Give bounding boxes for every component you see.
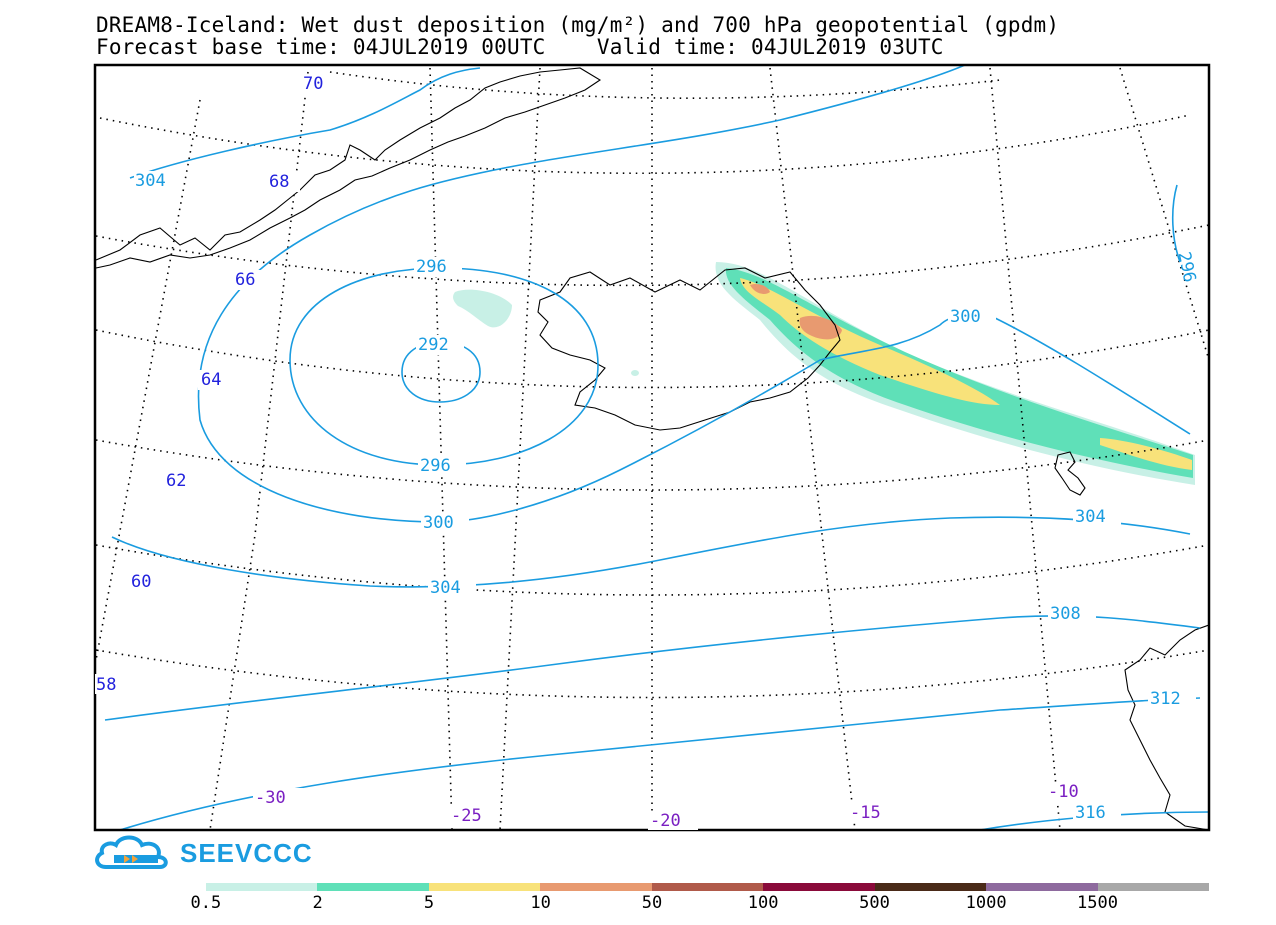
deposition-band-2 bbox=[725, 268, 1193, 478]
contour-312 bbox=[119, 697, 1201, 830]
contour-labels: 304 296 292 296 300 304 300 296 304 308 … bbox=[134, 171, 1199, 823]
contour-label-300-s: 300 bbox=[423, 513, 454, 533]
lat-label-60: 60 bbox=[131, 572, 151, 592]
deposition-plume bbox=[453, 262, 1195, 485]
legend-swatch bbox=[986, 883, 1099, 891]
iceland-coast bbox=[537, 267, 841, 431]
legend-swatch bbox=[317, 883, 430, 891]
legend-swatch bbox=[874, 883, 987, 891]
legend-swatch bbox=[206, 883, 318, 891]
legend-tick-label: 0.5 bbox=[190, 893, 222, 913]
legend-tick-label: 100 bbox=[747, 893, 779, 913]
scotland-coast bbox=[1124, 624, 1209, 830]
legend-tick-label: 2 bbox=[312, 893, 323, 913]
sea-ice-patch-small bbox=[631, 370, 639, 376]
lat-label-68: 68 bbox=[269, 172, 289, 192]
meridian-10 bbox=[989, 67, 1061, 830]
contour-304-south bbox=[111, 516, 1191, 588]
lon-label-20: -20 bbox=[650, 811, 681, 831]
legend-tick-label: 500 bbox=[859, 893, 890, 913]
legend-tick-label: 1500 bbox=[1077, 893, 1118, 913]
legend-tick-label: 1000 bbox=[965, 893, 1007, 913]
contour-label-304-e: 304 bbox=[1075, 507, 1106, 527]
legend-swatch bbox=[763, 883, 876, 891]
legend-swatch bbox=[651, 883, 764, 891]
latitude-labels: 70 68 66 64 62 60 58 bbox=[95, 74, 334, 695]
faroe-islands bbox=[1054, 451, 1086, 496]
contour-label-304-nw: 304 bbox=[135, 171, 166, 191]
lon-label-25: -25 bbox=[451, 806, 482, 826]
parallel-66 bbox=[95, 224, 1209, 287]
contour-296-inner bbox=[289, 267, 599, 466]
contour-304-west bbox=[129, 67, 481, 179]
legend-tick-label: 5 bbox=[423, 893, 435, 913]
contour-label-304-s: 304 bbox=[430, 578, 461, 598]
parallel-68 bbox=[99, 114, 1191, 175]
contour-label-296-e: 296 bbox=[1173, 250, 1199, 284]
lat-label-58: 58 bbox=[96, 675, 116, 695]
lon-label-10: -10 bbox=[1048, 782, 1079, 802]
lat-label-62: 62 bbox=[166, 471, 186, 491]
graticule bbox=[95, 67, 1209, 830]
lat-label-70: 70 bbox=[303, 74, 323, 94]
legend-tick-label: 50 bbox=[641, 893, 663, 913]
contour-label-292: 292 bbox=[418, 335, 449, 355]
title-line-2: Forecast base time: 04JUL2019 00UTC Vali… bbox=[96, 35, 944, 59]
logo-text: SEEVCCC bbox=[180, 838, 313, 868]
greenland-coast bbox=[95, 67, 602, 269]
contour-label-300-e: 300 bbox=[950, 307, 981, 327]
contour-308 bbox=[104, 615, 1201, 721]
parallel-64 bbox=[95, 329, 1209, 389]
meridian-15 bbox=[769, 67, 856, 830]
coastlines bbox=[95, 67, 1209, 830]
contour-label-296-n: 296 bbox=[416, 257, 447, 277]
legend-swatch bbox=[428, 883, 541, 891]
parallel-62 bbox=[95, 439, 1209, 491]
contour-300-inner bbox=[197, 65, 966, 523]
meridian-35 bbox=[95, 99, 201, 661]
meridian-5 bbox=[1119, 67, 1209, 361]
legend-swatch bbox=[1097, 883, 1210, 891]
cloud-icon bbox=[95, 835, 168, 869]
lat-label-66: 66 bbox=[235, 270, 255, 290]
contour-label-316: 316 bbox=[1075, 803, 1106, 823]
contour-label-296-s: 296 bbox=[420, 456, 451, 476]
contour-label-308: 308 bbox=[1050, 604, 1081, 624]
meridian-27 bbox=[499, 67, 541, 830]
deposition-band-10 bbox=[750, 283, 842, 340]
legend-swatch bbox=[540, 883, 653, 891]
lat-label-64: 64 bbox=[201, 370, 221, 390]
contour-label-312: 312 bbox=[1150, 689, 1181, 709]
lon-label-30: -30 bbox=[255, 788, 286, 808]
legend-tick-label: 10 bbox=[530, 893, 551, 913]
longitude-labels: -30 -25 -20 -15 -10 bbox=[253, 782, 1096, 831]
contour-296-east bbox=[1171, 184, 1181, 263]
lon-label-15: -15 bbox=[850, 803, 881, 823]
sea-ice-patch bbox=[453, 289, 512, 328]
title-line-1: DREAM8-Iceland: Wet dust deposition (mg/… bbox=[96, 13, 1060, 37]
deposition-band-5 bbox=[740, 278, 1192, 470]
parallel-70 bbox=[329, 71, 1001, 99]
